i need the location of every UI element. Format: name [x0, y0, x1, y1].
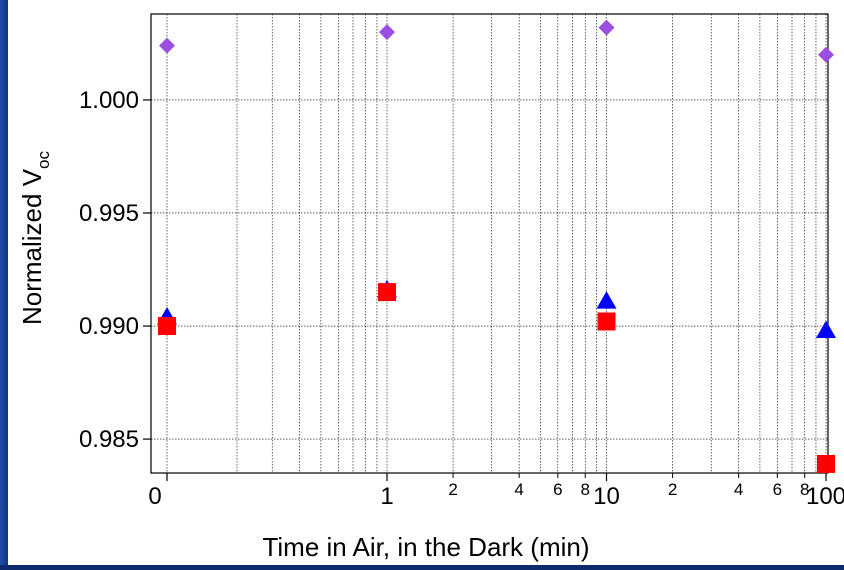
- x-tick-label-minor: 6: [553, 480, 562, 499]
- x-tick-label-minor: 8: [800, 480, 809, 499]
- grid-lines: [151, 14, 828, 473]
- y-axis-title-subscript: oc: [34, 150, 53, 168]
- data-points: [157, 19, 836, 473]
- x-axis-title: Time in Air, in the Dark (min): [262, 532, 589, 562]
- data-point-diamond: [818, 46, 834, 63]
- y-tick-label: 1.000: [79, 87, 139, 114]
- y-axis-title-main: Normalized V: [17, 168, 47, 325]
- x-tick-label-major: 10: [593, 483, 620, 510]
- x-tick-label-major: 0: [148, 483, 161, 510]
- data-point-square: [817, 454, 835, 473]
- chart-panel: 0.985 0.990 0.995 1.000 0 1 10 100 2 4 6 8 2 4 6 8 Tim…: [8, 0, 844, 565]
- plot-area-frame: [150, 13, 829, 474]
- x-tick-label-minor: 8: [580, 480, 589, 499]
- data-point-diamond: [598, 19, 615, 36]
- x-tick-label-minor: 6: [773, 480, 782, 499]
- data-point-diamond: [379, 24, 395, 41]
- y-tick-label: 0.990: [79, 313, 139, 340]
- x-tick-label-minor: 2: [668, 480, 677, 499]
- y-tick-label: 0.985: [79, 426, 139, 453]
- y-axis-ticks: 0.985 0.990 0.995 1.000: [79, 87, 151, 453]
- y-tick-label: 0.995: [79, 200, 139, 227]
- x-tick-label-minor: 4: [734, 480, 743, 499]
- data-point-square: [597, 312, 616, 331]
- data-point-square: [158, 317, 176, 336]
- x-tick-label-major: 1: [380, 483, 393, 510]
- data-point-diamond: [159, 37, 175, 54]
- data-point-triangle: [596, 291, 617, 309]
- y-axis-title: Normalized Voc: [17, 150, 53, 325]
- x-tick-label-major: 100: [806, 483, 844, 510]
- data-point-triangle: [816, 320, 836, 339]
- x-tick-label-minor: 4: [514, 480, 523, 499]
- x-tick-label-minor: 2: [448, 480, 457, 499]
- data-point-square: [378, 283, 396, 302]
